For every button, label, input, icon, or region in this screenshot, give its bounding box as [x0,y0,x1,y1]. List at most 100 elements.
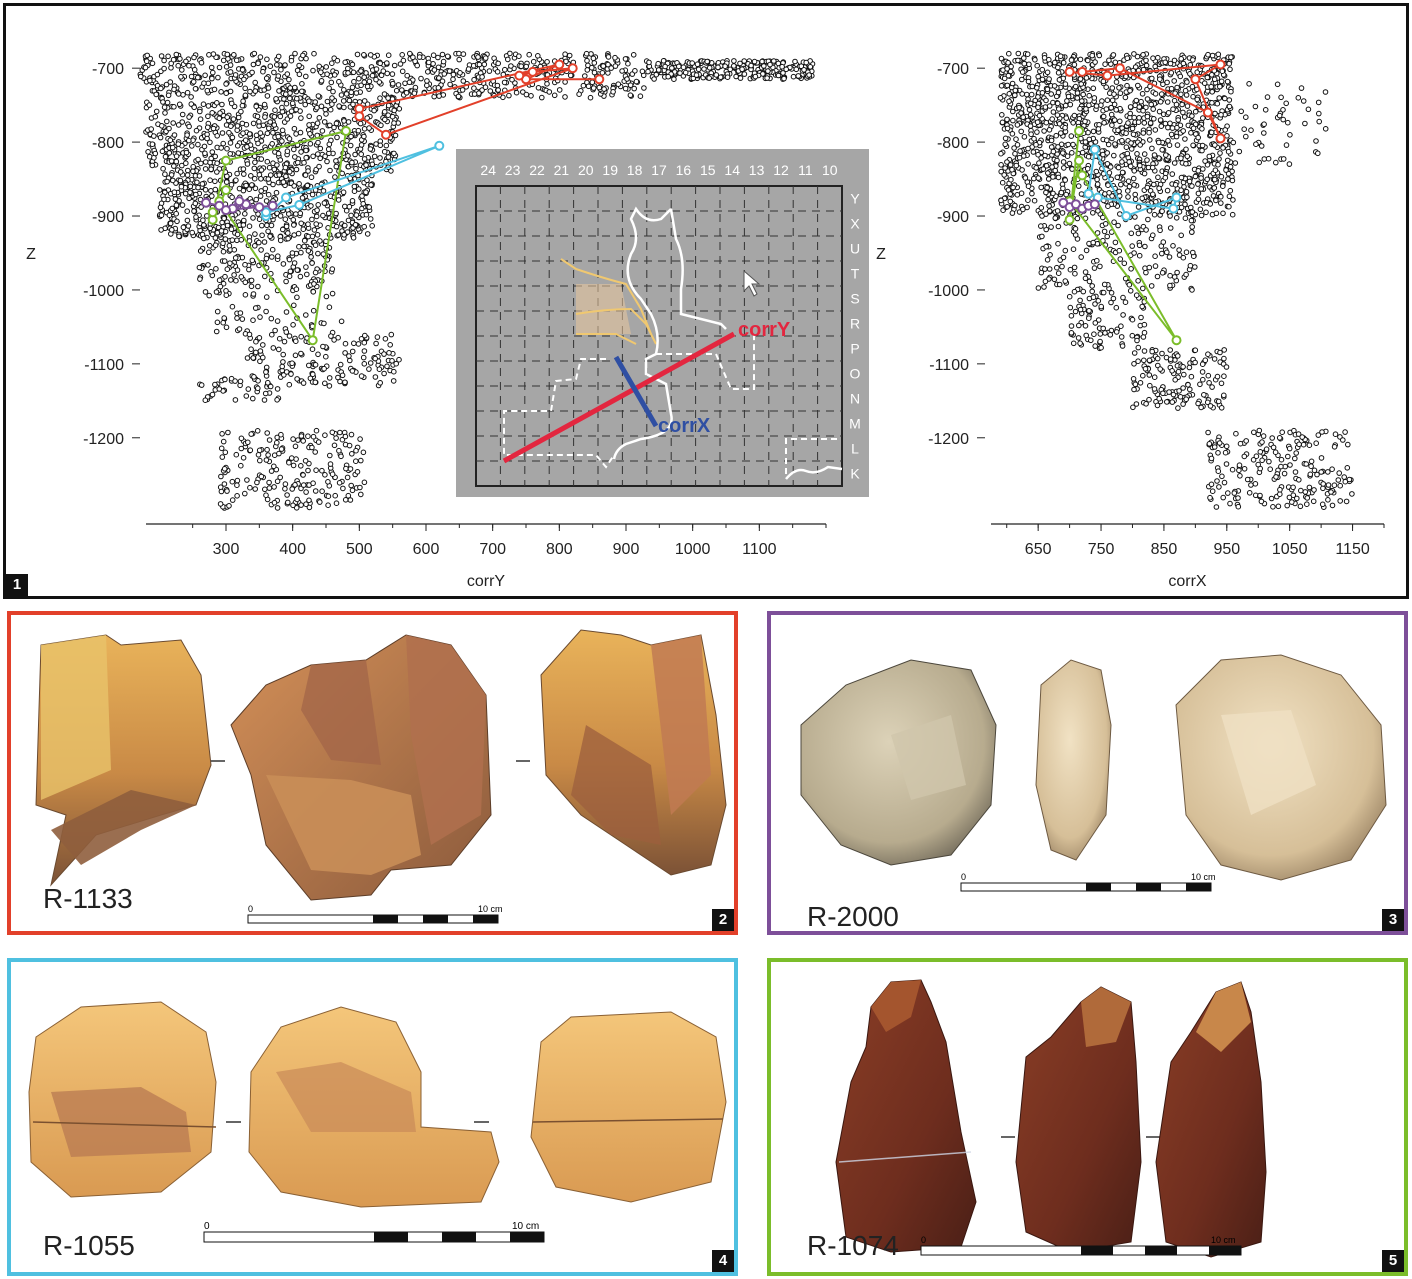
scatter-point [1303,461,1309,467]
scatter-point [1162,174,1169,181]
scatter-point [1182,136,1188,142]
scatter-point [237,378,244,385]
scatter-point [1041,55,1048,61]
scatter-point [1184,79,1190,85]
scatter-point [1042,278,1049,285]
scatter-point [138,73,144,80]
scatter-point [1337,498,1343,504]
x-tick-label: 800 [546,541,573,558]
scatter-point [173,158,180,165]
scatter-point [173,210,179,217]
scatter-point [1262,107,1269,113]
scatter-point [167,137,174,143]
scatter-point [1034,119,1041,125]
scatter-point [1014,192,1021,198]
scatter-point [263,255,270,262]
scatter-point [271,122,278,128]
scatter-point [1255,461,1261,468]
scatter-point [677,70,683,76]
scatter-point [382,336,389,342]
scatter-point [1216,484,1222,490]
scatter-point [507,50,513,57]
scatter-point [321,320,327,327]
scatter-point [338,318,345,325]
scatter-point [1201,392,1207,398]
scatter-point [1268,495,1275,502]
scatter-point [1164,99,1171,105]
scatter-point [1275,503,1282,510]
scatter-point [1063,115,1070,121]
scatter-point [389,358,395,364]
scatter-point [302,458,309,464]
scatter-point [1077,306,1084,313]
scatter-point [1082,275,1089,282]
scatter-point [1062,124,1068,131]
scatter-point [148,126,154,132]
scatter-point [385,52,392,59]
scatter-point [1256,427,1263,434]
scatter-point [208,166,214,172]
scatter-point [293,131,299,137]
scatter-point [250,317,256,324]
scatter-point [241,76,247,83]
scatter-point [322,380,328,387]
scatter-point [1267,466,1273,473]
scatter-point [287,85,294,91]
scatter-point [310,433,317,440]
scatter-point [239,120,246,127]
scatter-point [286,136,293,142]
scatter-point [165,53,171,60]
scatter-point [1157,99,1164,105]
scatter-point [1053,132,1059,139]
scatter-point [216,64,223,71]
scatter-point [669,65,675,71]
scatter-point [1108,104,1114,111]
scatter-point [315,93,322,99]
scatter-point [1055,240,1061,247]
scatter-point [286,273,293,280]
scatter-point [1135,82,1141,89]
scatter-point [323,353,329,360]
scatter-point [341,232,347,238]
scatter-point [212,186,219,193]
scatter-point [1177,394,1184,400]
scatter-point [1273,159,1279,166]
scatter-point [1340,437,1346,443]
scatter-point [291,232,298,238]
scatter-point [214,169,220,175]
scatter-point [308,174,315,180]
scatter-point [1192,173,1199,180]
scatter-point [312,449,319,455]
scatter-point [530,58,537,65]
scatter-point [1127,87,1133,94]
scatter-point [313,221,320,227]
scatter-point [765,68,771,74]
scatter-point [312,379,319,386]
scatter-point [283,173,289,180]
scatter-point [300,438,307,444]
scatter-point [706,65,713,71]
scatter-point [1019,69,1026,75]
scatter-point [1135,230,1142,237]
scatter-point [610,89,616,95]
scatter-point [207,225,213,232]
corrX-label: corrX [658,415,711,437]
scatter-point [315,439,322,445]
scatter-point [1017,148,1023,154]
scatter-point [1091,331,1097,338]
scatter-point [361,156,368,162]
scatter-point [1102,221,1109,227]
scatter-point [255,378,261,384]
scatter-point [807,64,814,70]
scatter-point [1106,170,1113,176]
scatter-point [1043,243,1049,250]
inset-column-label: 24 [480,162,496,178]
scatter-point [1202,357,1209,364]
scatter-point [301,243,307,250]
scatter-point [1054,264,1060,271]
scatter-point [345,70,351,76]
scatter-point [323,111,329,117]
scatter-point [1218,193,1224,200]
scatter-point [312,362,319,368]
scatter-point [1223,364,1230,370]
